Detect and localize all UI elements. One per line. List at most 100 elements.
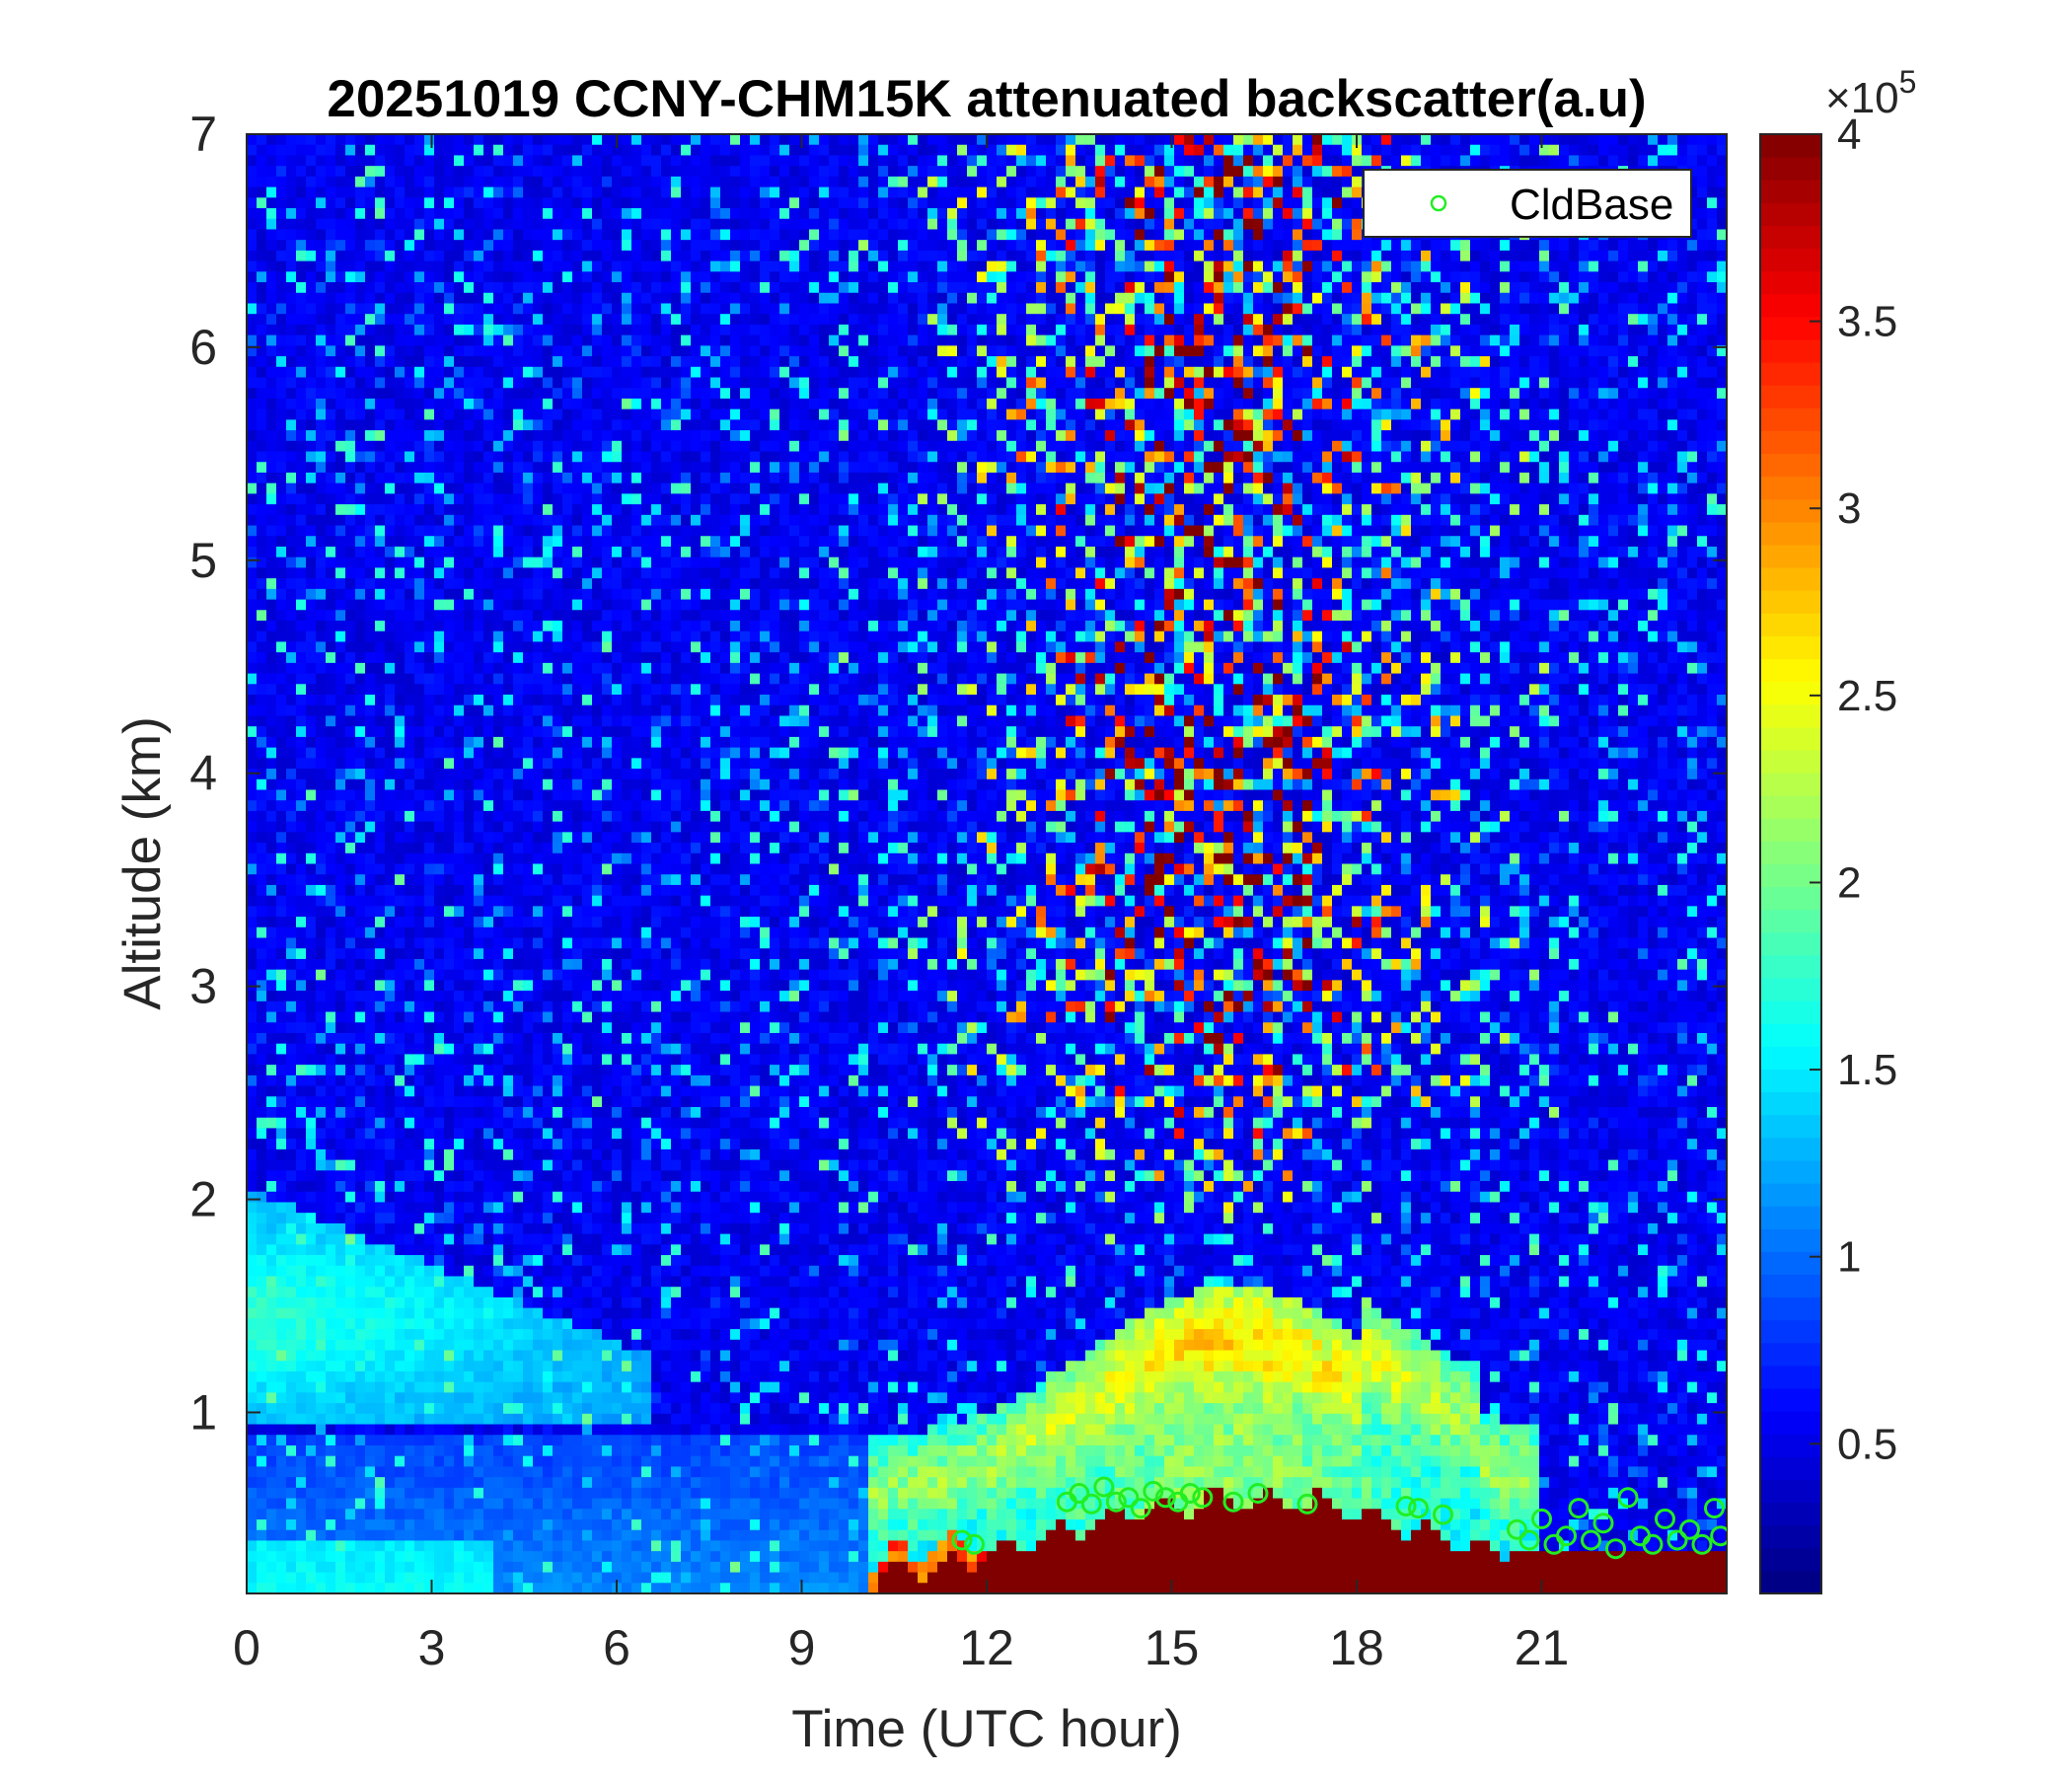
heatmap-cell: [562, 821, 573, 833]
heatmap-cell: [306, 937, 317, 949]
heatmap-cell: [365, 662, 376, 675]
heatmap-cell: [454, 980, 465, 992]
heatmap-cell: [464, 1222, 475, 1235]
heatmap-cell: [414, 1107, 425, 1119]
heatmap-cell: [572, 1529, 583, 1542]
heatmap-cell: [345, 345, 356, 357]
heatmap-cell: [493, 778, 504, 791]
heatmap-cell: [434, 1191, 445, 1204]
heatmap-cell: [464, 1572, 475, 1584]
heatmap-cell: [375, 1222, 386, 1235]
heatmap-cell: [335, 197, 346, 209]
heatmap-cell: [316, 1551, 327, 1563]
heatmap-cell: [375, 166, 386, 178]
heatmap-cell: [306, 398, 317, 410]
heatmap-cell: [355, 1424, 366, 1436]
heatmap-cell: [286, 208, 297, 220]
heatmap-cell: [276, 229, 287, 241]
heatmap-cell: [562, 398, 573, 410]
heatmap-cell: [266, 504, 277, 516]
heatmap-cell: [385, 980, 396, 992]
heatmap-cell: [483, 715, 494, 727]
heatmap-cell: [395, 610, 406, 622]
heatmap-cell: [276, 1159, 287, 1171]
heatmap-cell: [306, 271, 317, 283]
heatmap-cell: [523, 673, 534, 685]
heatmap-cell: [414, 895, 425, 907]
heatmap-cell: [335, 334, 346, 346]
heatmap-cell: [562, 1096, 573, 1108]
heatmap-cell: [355, 1287, 366, 1298]
heatmap-cell: [562, 1181, 573, 1193]
heatmap-cell: [247, 1032, 258, 1045]
heatmap-cell: [483, 726, 494, 738]
heatmap-cell: [257, 895, 267, 907]
heatmap-cell: [582, 684, 593, 696]
heatmap-cell: [276, 1276, 287, 1288]
heatmap-cell: [257, 567, 267, 579]
heatmap-cell: [434, 1065, 445, 1076]
heatmap-cell: [276, 1413, 287, 1426]
heatmap-cell: [266, 641, 277, 653]
heatmap-cell: [483, 641, 494, 653]
heatmap-cell: [326, 863, 336, 875]
heatmap-cell: [247, 1392, 258, 1404]
heatmap-cell: [493, 493, 504, 505]
heatmap-cell: [365, 810, 376, 823]
heatmap-cell: [483, 419, 494, 431]
heatmap-cell: [355, 1444, 366, 1457]
heatmap-cell: [414, 821, 425, 833]
heatmap-cell: [543, 1392, 554, 1404]
heatmap-cell: [385, 884, 396, 897]
heatmap-cell: [414, 366, 425, 379]
heatmap-cell: [414, 958, 425, 971]
heatmap-cell: [365, 430, 376, 442]
heatmap-cell: [464, 1435, 475, 1446]
heatmap-cell: [444, 1170, 455, 1182]
heatmap-cell: [345, 610, 356, 622]
heatmap-cell: [553, 536, 563, 548]
heatmap-cell: [582, 1222, 593, 1235]
heatmap-cell: [454, 546, 465, 558]
heatmap-cell: [474, 1329, 484, 1341]
heatmap-cell: [385, 599, 396, 611]
heatmap-cell: [335, 525, 346, 537]
heatmap-cell: [464, 1487, 475, 1500]
heatmap-cell: [395, 980, 406, 992]
heatmap-cell: [572, 1361, 583, 1372]
heatmap-cell: [306, 1561, 317, 1574]
heatmap-cell: [483, 240, 494, 252]
heatmap-cell: [286, 1413, 297, 1426]
heatmap-cell: [355, 334, 366, 346]
heatmap-cell: [375, 789, 386, 801]
heatmap-cell: [326, 578, 336, 590]
heatmap-cell: [306, 610, 317, 622]
heatmap-cell: [464, 440, 475, 453]
heatmap-cell: [365, 186, 376, 198]
heatmap-cell: [335, 821, 346, 833]
heatmap-cell: [543, 810, 554, 823]
heatmap-cell: [543, 1054, 554, 1066]
heatmap-cell: [286, 1518, 297, 1531]
heatmap-cell: [533, 1551, 544, 1563]
heatmap-cell: [483, 695, 494, 706]
heatmap-cell: [385, 874, 396, 886]
heatmap-cell: [306, 176, 317, 188]
heatmap-cell: [405, 345, 415, 357]
heatmap-cell: [434, 769, 445, 780]
heatmap-cell: [503, 1096, 514, 1108]
heatmap-cell: [483, 895, 494, 907]
heatmap-cell: [562, 1540, 573, 1552]
heatmap-cell: [464, 1477, 475, 1489]
heatmap-cell: [247, 863, 258, 875]
heatmap-cell: [296, 1022, 307, 1034]
heatmap-cell: [493, 588, 504, 601]
heatmap-cell: [375, 948, 386, 960]
heatmap-cell: [543, 1361, 554, 1372]
heatmap-cell: [543, 1117, 554, 1130]
heatmap-cell: [247, 726, 258, 738]
heatmap-cell: [543, 1329, 554, 1341]
heatmap-cell: [266, 1128, 277, 1140]
heatmap-cell: [582, 472, 593, 484]
heatmap-cell: [414, 884, 425, 897]
